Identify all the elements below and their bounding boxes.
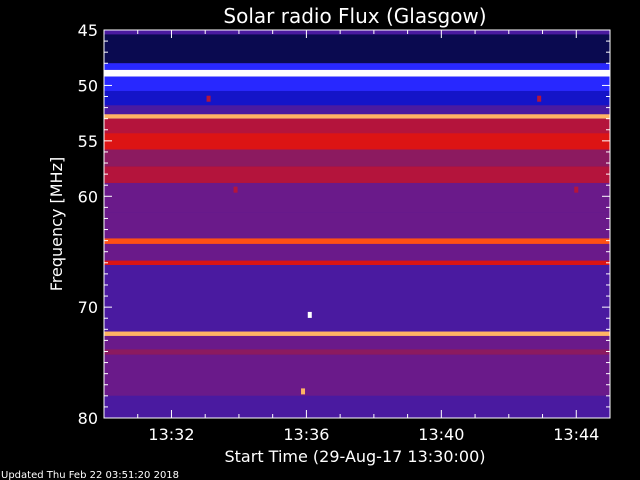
y-tick-label: 70 (78, 298, 98, 317)
radio-burst (206, 95, 211, 102)
y-axis-label: Frequency [MHz] (47, 157, 66, 291)
frequency-band (104, 105, 610, 115)
x-axis: 13:32 13:36 13:40 13:44 (137, 30, 599, 444)
x-tick-label: 13:44 (553, 425, 599, 444)
radio-burst (307, 311, 312, 318)
frequency-band (104, 118, 610, 134)
x-axis-label: Start Time (29-Aug-17 13:30:00) (225, 447, 486, 466)
plot-border (103, 29, 611, 419)
frequency-band (104, 30, 610, 35)
y-tick-label: 50 (78, 76, 98, 95)
spectrogram-plot-area (104, 30, 610, 418)
updated-timestamp: Updated Thu Feb 22 03:51:20 2018 (1, 470, 179, 480)
y-tick-label: 80 (78, 409, 98, 428)
frequency-band (104, 212, 610, 239)
frequency-band (104, 34, 610, 64)
frequency-band (104, 265, 610, 297)
frequency-band (104, 133, 610, 150)
y-tick-label: 55 (78, 132, 98, 151)
frequency-band (104, 349, 610, 355)
y-tick-label: 60 (78, 187, 98, 206)
radio-burst (537, 95, 542, 102)
radio-burst (301, 388, 306, 395)
frequency-band (104, 114, 610, 119)
frequency-band (104, 296, 610, 332)
plot-frame (103, 29, 611, 419)
frequency-band (104, 69, 610, 77)
frequency-band (104, 166, 610, 183)
frequency-band (104, 63, 610, 70)
frequency-band (104, 354, 610, 396)
y-tick-label: 45 (78, 21, 98, 40)
frequency-band (104, 243, 610, 261)
y-axis: 45 50 55 60 70 80 (78, 21, 610, 428)
frequency-band (104, 149, 610, 167)
radio-burst (233, 186, 238, 193)
x-tick-label: 13:32 (148, 425, 194, 444)
chart-title: Solar radio Flux (Glasgow) (223, 4, 486, 28)
x-tick-label: 13:36 (283, 425, 329, 444)
frequency-band (104, 260, 610, 266)
frequency-band (104, 395, 610, 418)
frequency-band (104, 238, 610, 244)
x-tick-label: 13:40 (418, 425, 464, 444)
radio-burst (574, 186, 579, 193)
frequency-band (104, 90, 610, 106)
frequency-band (104, 335, 610, 350)
frequency-band (104, 331, 610, 336)
frequency-band (104, 76, 610, 91)
frequency-band (104, 182, 610, 213)
